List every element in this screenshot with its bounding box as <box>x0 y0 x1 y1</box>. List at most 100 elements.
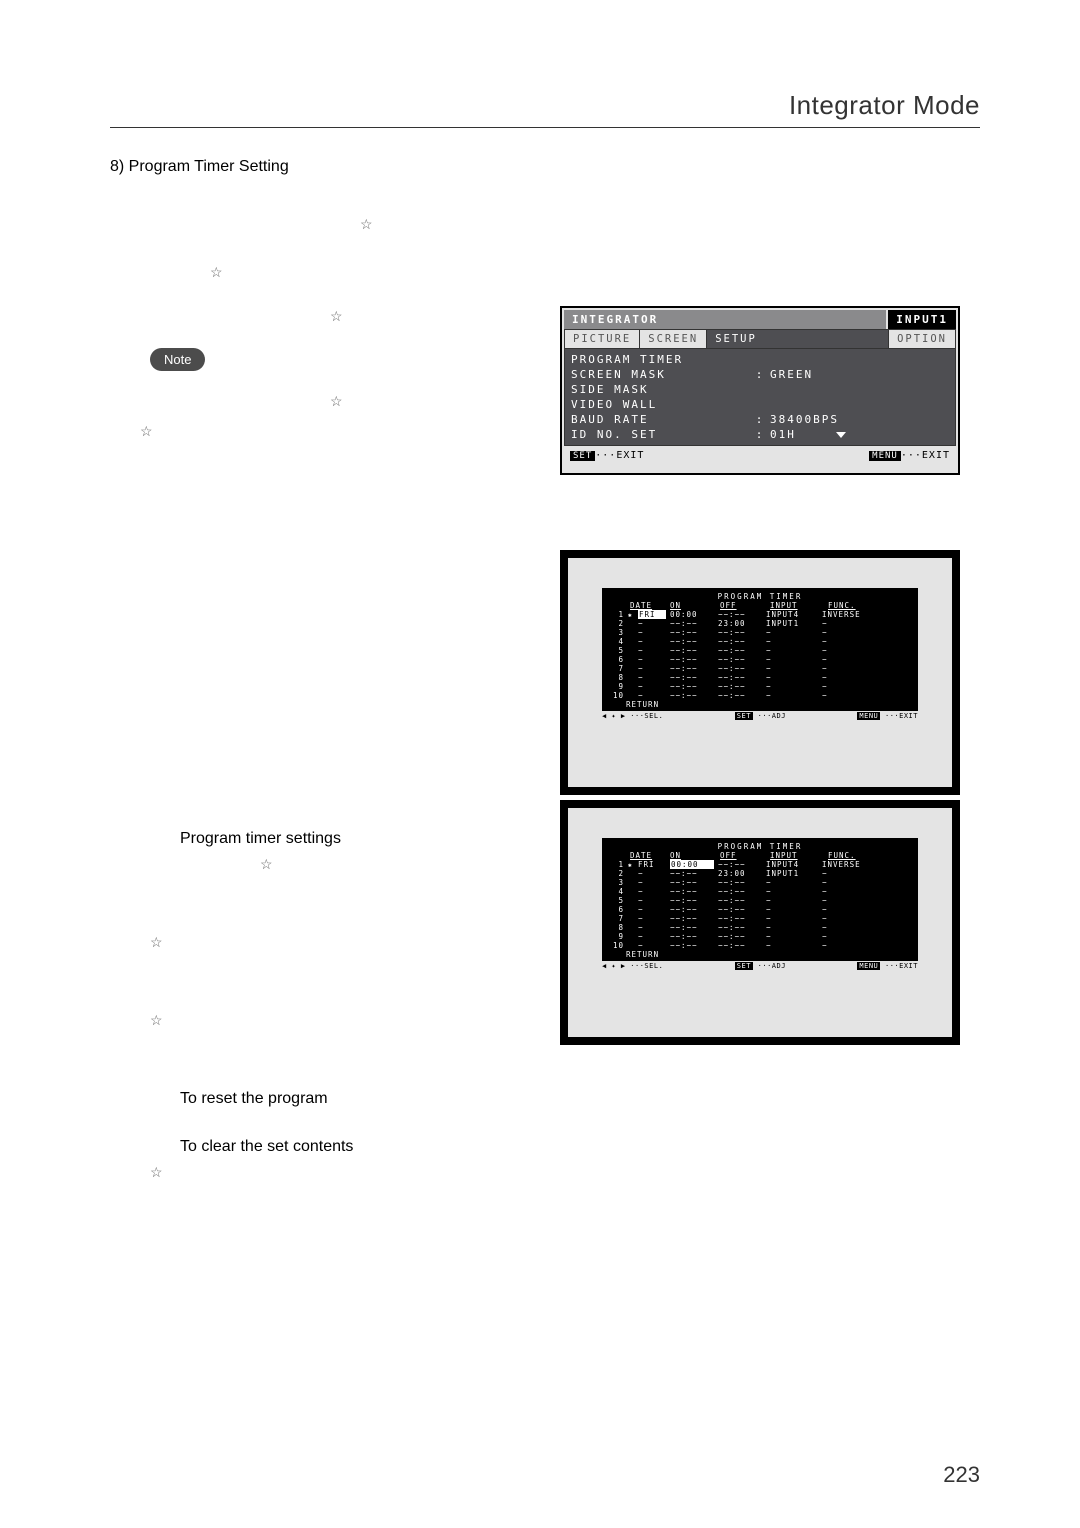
timer-row-on: 00:00 <box>670 610 714 619</box>
chevron-down-icon <box>836 432 846 438</box>
osd-timer-title: PROGRAM TIMER <box>608 842 912 851</box>
timer-row-date: − <box>638 691 666 700</box>
timer-row-on: −−:−− <box>670 869 714 878</box>
timer-row[interactable]: 3−−−:−−−−:−−−− <box>608 628 912 637</box>
osd-menu-row[interactable]: SIDE MASK <box>565 382 955 397</box>
timer-row-on: −−:−− <box>670 691 714 700</box>
timer-row-num: 4 <box>610 887 624 896</box>
timer-row-date: − <box>638 682 666 691</box>
timer-row-off: 23:00 <box>718 619 762 628</box>
timer-row-func: − <box>822 923 828 932</box>
timer-row-func: − <box>822 896 828 905</box>
osd-return: RETURN <box>608 950 912 959</box>
timer-row-num: 2 <box>610 869 624 878</box>
osd-tab-picture[interactable]: PICTURE <box>565 330 640 348</box>
timer-row[interactable]: 7−−−:−−−−:−−−− <box>608 664 912 673</box>
timer-row[interactable]: 3−−−:−−−−:−−−− <box>608 878 912 887</box>
timer-row-date: FRI <box>638 610 666 619</box>
sub-clear: To clear the set contents <box>180 1138 530 1156</box>
timer-row-off: −−:−− <box>718 610 762 619</box>
osd-foot-exit: MENU ···EXIT <box>857 712 918 720</box>
osd-menu-row[interactable]: SCREEN MASK:GREEN <box>565 367 955 382</box>
timer-row-input: − <box>766 914 818 923</box>
timer-row-input: − <box>766 878 818 887</box>
timer-row[interactable]: 7−−−:−−−−:−−−− <box>608 914 912 923</box>
osd-foot-sel: ◀ ✦ ▶ ···SEL. <box>602 712 663 720</box>
timer-row-func: − <box>822 914 828 923</box>
timer-row-date: − <box>638 673 666 682</box>
timer-row-date: − <box>638 637 666 646</box>
osd-program-timer-b: PROGRAM TIMER DATE ON OFF INPUT FUNC. 1F… <box>560 800 960 1045</box>
timer-row[interactable]: 6−−−:−−−−:−−−− <box>608 905 912 914</box>
timer-row-off: −−:−− <box>718 628 762 637</box>
star-icon: ☆ <box>330 308 343 325</box>
page-title: Integrator Mode <box>110 90 980 128</box>
section-heading: 8) Program Timer Setting <box>110 158 980 176</box>
star-icon: ☆ <box>140 423 153 440</box>
timer-row-off: −−:−− <box>718 673 762 682</box>
timer-row[interactable]: 9−−−:−−−−:−−−− <box>608 932 912 941</box>
timer-row[interactable]: 1FRI00:00−−:−−INPUT4INVERSE <box>608 610 912 619</box>
timer-row[interactable]: 8−−−:−−−−:−−−− <box>608 923 912 932</box>
timer-row-off: −−:−− <box>718 655 762 664</box>
timer-row-on: −−:−− <box>670 878 714 887</box>
timer-row[interactable]: 5−−−:−−−−:−−−− <box>608 646 912 655</box>
timer-row[interactable]: 9−−−:−−−−:−−−− <box>608 682 912 691</box>
osd-row-sep <box>750 353 770 366</box>
timer-row-num: 3 <box>610 628 624 637</box>
osd-menu-row[interactable]: VIDEO WALL <box>565 397 955 412</box>
timer-row-num: 6 <box>610 905 624 914</box>
osd-menu-row[interactable]: PROGRAM TIMER <box>565 349 955 367</box>
sub-timer-settings: Program timer settings <box>180 830 530 848</box>
timer-row[interactable]: 8−−−:−−−−:−−−− <box>608 673 912 682</box>
osd-foot-adj: SET ···ADJ <box>735 712 786 720</box>
osd-menu-row[interactable]: ID NO. SET:01H <box>565 427 955 445</box>
timer-row-date: − <box>638 896 666 905</box>
osd-menu-row[interactable]: BAUD RATE:38400BPS <box>565 412 955 427</box>
timer-row-input: − <box>766 655 818 664</box>
timer-row[interactable]: 2−−−:−−23:00INPUT1− <box>608 619 912 628</box>
timer-row[interactable]: 2−−−:−−23:00INPUT1− <box>608 869 912 878</box>
osd-title: INTEGRATOR <box>564 310 886 329</box>
osd-tab-screen[interactable]: SCREEN <box>640 330 707 348</box>
timer-row-num: 8 <box>610 673 624 682</box>
timer-row-date: FRI <box>638 860 666 869</box>
osd-tab-setup[interactable]: SETUP <box>707 330 889 348</box>
timer-row-func: − <box>822 932 828 941</box>
timer-row-on: −−:−− <box>670 637 714 646</box>
timer-row-input: − <box>766 664 818 673</box>
timer-row-func: − <box>822 941 828 950</box>
timer-row-off: −−:−− <box>718 682 762 691</box>
timer-row[interactable]: 4−−−:−−−−:−−−− <box>608 887 912 896</box>
timer-row-on: −−:−− <box>670 646 714 655</box>
timer-row-on: −−:−− <box>670 932 714 941</box>
osd-row-value <box>770 353 949 366</box>
timer-row[interactable]: 1FRI00:00−−:−−INPUT4INVERSE <box>608 860 912 869</box>
timer-row-input: − <box>766 896 818 905</box>
timer-row-on: −−:−− <box>670 887 714 896</box>
osd-tab-option[interactable]: OPTION <box>889 330 955 348</box>
timer-row[interactable]: 10−−−:−−−−:−−−− <box>608 691 912 700</box>
timer-row-date: − <box>638 869 666 878</box>
timer-row-func: INVERSE <box>822 860 861 869</box>
osd-program-timer-a: PROGRAM TIMER DATE ON OFF INPUT FUNC. 1F… <box>560 550 960 795</box>
timer-row-num: 8 <box>610 923 624 932</box>
timer-row-num: 2 <box>610 619 624 628</box>
osd-foot-sel: ◀ ✦ ▶ ···SEL. <box>602 962 663 970</box>
timer-row-date: − <box>638 923 666 932</box>
timer-row-off: −−:−− <box>718 664 762 673</box>
timer-row-off: −−:−− <box>718 887 762 896</box>
timer-row-off: −−:−− <box>718 896 762 905</box>
timer-row-date: − <box>638 932 666 941</box>
timer-row-on: −−:−− <box>670 664 714 673</box>
timer-row-date: − <box>638 664 666 673</box>
timer-row-func: − <box>822 887 828 896</box>
timer-row-off: −−:−− <box>718 878 762 887</box>
timer-row-input: INPUT1 <box>766 619 818 628</box>
timer-row-on: −−:−− <box>670 619 714 628</box>
timer-row[interactable]: 10−−−:−−−−:−−−− <box>608 941 912 950</box>
timer-row[interactable]: 4−−−:−−−−:−−−− <box>608 637 912 646</box>
timer-row[interactable]: 5−−−:−−−−:−−−− <box>608 896 912 905</box>
timer-row[interactable]: 6−−−:−−−−:−−−− <box>608 655 912 664</box>
timer-row-on: −−:−− <box>670 628 714 637</box>
